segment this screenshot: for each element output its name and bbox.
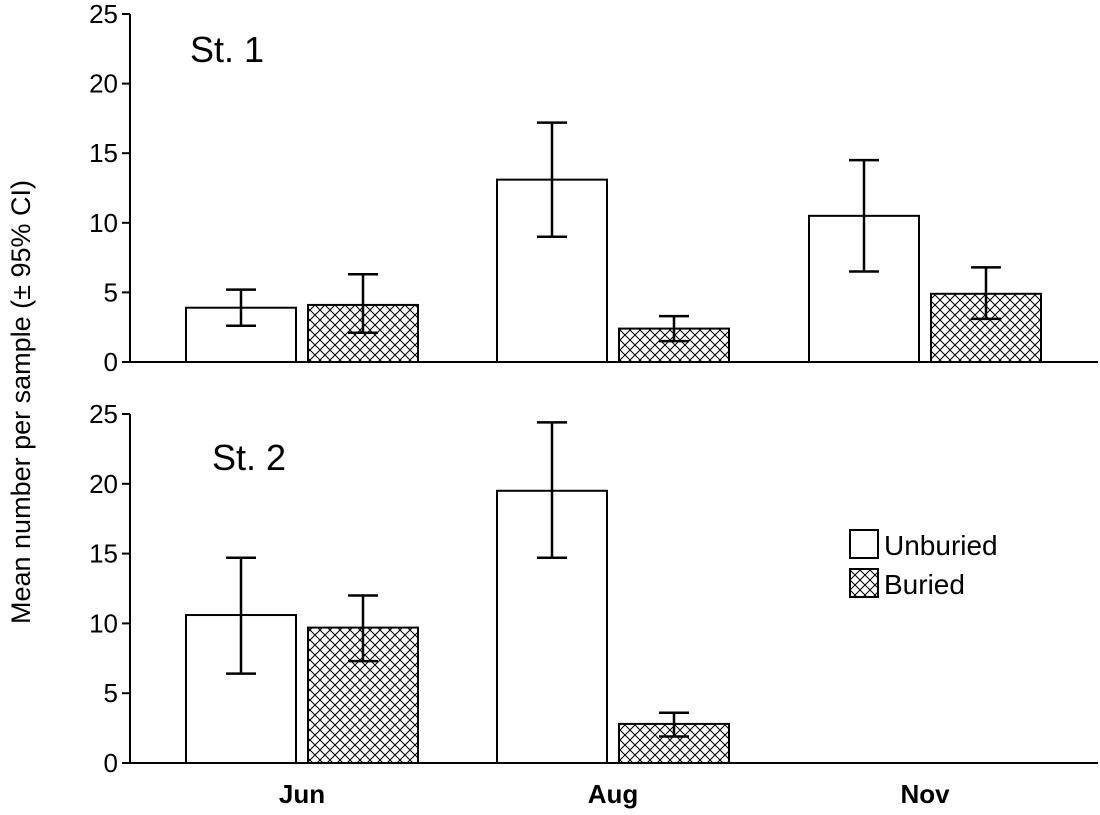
panel-st1: St. 1 0 5 10 15 20 25 bbox=[89, 0, 1098, 377]
legend-swatch-buried bbox=[849, 568, 879, 598]
error-bar-buried-jun bbox=[348, 594, 378, 663]
error-bar-unburied-nov bbox=[849, 158, 879, 273]
legend: Unburied Buried bbox=[849, 529, 998, 600]
y-tick-label: 15 bbox=[89, 138, 118, 168]
legend-label-buried: Buried bbox=[884, 569, 965, 600]
error-bar-unburied-aug bbox=[537, 121, 567, 238]
error-bar-unburied-aug bbox=[537, 421, 567, 560]
y-axis-label: Mean number per sample (± 95% CI) bbox=[6, 180, 36, 624]
y-tick-label: 0 bbox=[104, 347, 118, 377]
error-bar-unburied-jun bbox=[226, 556, 256, 675]
y-tick-label: 5 bbox=[104, 678, 118, 708]
bar-buried-aug bbox=[618, 327, 730, 364]
panel-label: St. 2 bbox=[212, 437, 286, 478]
y-tick-label: 25 bbox=[89, 399, 118, 429]
error-bar-buried-aug bbox=[659, 711, 689, 738]
x-category-label: Jun bbox=[279, 779, 325, 809]
panels: St. 1 0 5 10 15 20 25 St. 2 0 5 10 15 20 25 Jun Aug Nov bbox=[89, 0, 1098, 809]
x-category-label: Aug bbox=[588, 779, 639, 809]
y-tick-label: 0 bbox=[104, 748, 118, 778]
y-tick-label: 10 bbox=[89, 608, 118, 638]
y-tick-label: 10 bbox=[89, 208, 118, 238]
error-bar-buried-jun bbox=[348, 273, 378, 335]
y-tick-label: 20 bbox=[89, 469, 118, 499]
legend-label-unburied: Unburied bbox=[884, 530, 998, 561]
legend-swatch-unburied bbox=[849, 529, 879, 559]
y-tick-label: 25 bbox=[89, 0, 118, 29]
y-tick-label: 5 bbox=[104, 277, 118, 307]
panel-label: St. 1 bbox=[190, 29, 264, 70]
panel-st2: St. 2 0 5 10 15 20 25 Jun Aug Nov bbox=[89, 399, 1098, 809]
y-tick-label: 15 bbox=[89, 539, 118, 569]
error-bar-unburied-jun bbox=[226, 288, 256, 328]
x-category-label: Nov bbox=[900, 779, 950, 809]
error-bar-buried-aug bbox=[659, 314, 689, 343]
y-tick-label: 20 bbox=[89, 69, 118, 99]
error-bar-buried-nov bbox=[971, 266, 1001, 321]
